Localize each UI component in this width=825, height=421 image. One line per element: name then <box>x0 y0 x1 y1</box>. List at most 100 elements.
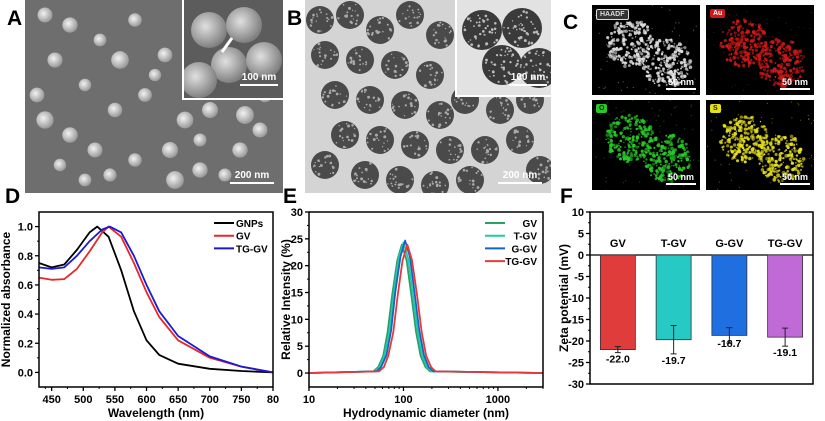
signal-dot <box>619 149 621 152</box>
texture-dot <box>542 55 544 57</box>
category-label: T-GV <box>661 238 687 250</box>
signal-dot <box>767 142 770 144</box>
signal-dot <box>746 30 750 34</box>
eds-map-o: O 50 nm <box>592 100 700 190</box>
signal-dot <box>636 155 639 158</box>
signal-dot <box>760 149 765 154</box>
texture-dot <box>401 56 403 58</box>
signal-dot <box>670 152 674 156</box>
signal-dot <box>764 77 768 81</box>
texture-dot <box>482 30 485 33</box>
noise-dot <box>617 82 620 84</box>
texture-dot <box>310 18 313 22</box>
noise-dot <box>671 31 673 33</box>
signal-dot <box>627 113 631 117</box>
noise-dot <box>738 100 741 103</box>
texture-dot <box>522 10 526 13</box>
signal-dot <box>612 47 616 51</box>
scale-bar: 200 nm <box>230 170 274 184</box>
texture-dot <box>406 64 409 67</box>
scale-label: 200 nm <box>234 170 270 181</box>
signal-dot <box>733 125 737 129</box>
signal-dot <box>761 45 765 48</box>
signal-dot <box>785 167 788 170</box>
signal-dot <box>679 81 682 84</box>
texture-dot <box>440 115 443 117</box>
texture-dot <box>358 69 361 72</box>
signal-dot <box>733 123 736 126</box>
texture-dot <box>455 158 458 161</box>
signal-dot <box>679 157 681 159</box>
signal-dot <box>639 127 642 129</box>
signal-dot <box>626 119 630 123</box>
signal-dot <box>659 153 662 155</box>
signal-dot <box>746 46 749 49</box>
signal-dot <box>764 128 767 131</box>
signal-dot <box>774 137 777 140</box>
signal-dot <box>673 76 676 79</box>
signal-dot <box>617 54 620 56</box>
signal-dot <box>801 157 806 161</box>
texture-dot <box>397 186 400 189</box>
signal-dot <box>683 58 686 61</box>
texture-dot <box>459 147 462 151</box>
signal-dot <box>649 174 653 177</box>
texture-dot <box>480 174 483 176</box>
texture-dot <box>527 139 530 142</box>
texture-dot <box>335 53 339 56</box>
signal-dot <box>767 69 769 72</box>
nanoparticle <box>191 12 227 48</box>
texture-dot <box>506 117 509 120</box>
texture-dot <box>432 192 435 193</box>
signal-dot <box>744 123 748 127</box>
noise-dot <box>624 180 627 182</box>
signal-dot <box>612 150 614 153</box>
texture-dot <box>411 178 414 181</box>
signal-dot <box>748 117 751 120</box>
signal-dot <box>683 60 687 65</box>
signal-dot <box>753 142 756 144</box>
signal-dot <box>737 52 739 55</box>
signal-dot <box>782 47 786 50</box>
noise-dot <box>789 93 791 95</box>
signal-dot <box>646 74 651 78</box>
texture-dot <box>538 54 540 56</box>
texture-dot <box>469 17 471 19</box>
category-label: GV <box>610 238 627 250</box>
texture-dot <box>491 70 495 74</box>
signal-dot <box>635 21 638 24</box>
signal-dot <box>641 131 645 136</box>
arrow-icon <box>220 37 234 53</box>
signal-dot <box>796 171 801 176</box>
noise-dot <box>606 56 608 58</box>
signal-dot <box>644 131 647 134</box>
noise-dot <box>669 9 671 11</box>
signal-dot <box>791 138 795 141</box>
signal-dot <box>797 163 801 168</box>
scale-label: 50 nm <box>667 172 694 182</box>
signal-dot <box>633 154 637 158</box>
signal-dot <box>744 31 747 34</box>
signal-dot <box>616 38 620 42</box>
signal-dot <box>743 45 747 50</box>
signal-dot <box>738 44 741 46</box>
signal-dot <box>686 62 690 66</box>
signal-dot <box>765 131 768 133</box>
nanoparticle <box>252 122 268 138</box>
texture-dot <box>361 171 364 174</box>
texture-dot <box>354 49 357 51</box>
noise-dot <box>714 159 716 161</box>
texture-dot <box>528 174 530 176</box>
signal-dot <box>658 67 661 70</box>
signal-dot <box>619 121 622 124</box>
nanoparticle <box>192 162 208 178</box>
signal-dot <box>612 121 616 125</box>
signal-dot <box>654 177 658 181</box>
texture-dot <box>324 56 327 59</box>
signal-dot <box>654 78 657 81</box>
y-tick-label: 10 <box>291 314 303 326</box>
y-tick-label: 10 <box>572 207 584 219</box>
signal-dot <box>629 43 633 46</box>
signal-dot <box>782 51 785 53</box>
